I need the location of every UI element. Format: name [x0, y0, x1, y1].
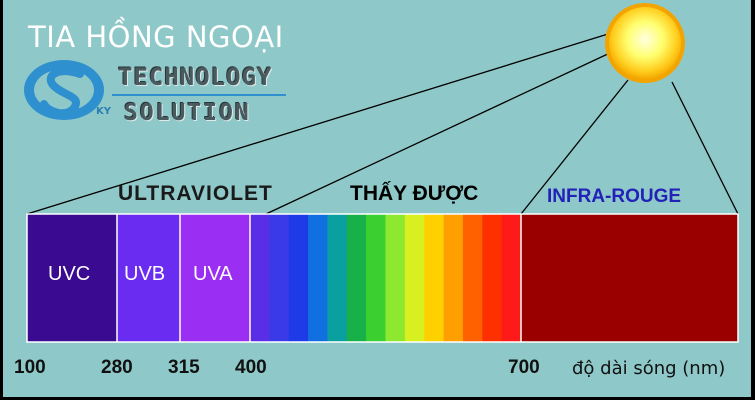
visible-band	[308, 214, 329, 342]
visible-band	[366, 214, 387, 342]
spectrum-border	[26, 213, 739, 343]
frame-bottom	[0, 397, 755, 400]
visible-band	[269, 214, 290, 342]
uva-label: UVA	[193, 263, 233, 285]
ultraviolet-label: ULTRAVIOLET	[118, 182, 273, 205]
segment-uva	[180, 214, 250, 342]
frame-right	[751, 0, 755, 400]
tick-400: 400	[235, 357, 267, 378]
sun-core	[609, 7, 681, 79]
visible-band	[250, 214, 270, 342]
uvc-label: UVC	[48, 263, 91, 285]
infrared-label: INFRA-ROUGE	[547, 186, 682, 207]
logo-initial: KY	[96, 106, 111, 117]
visible-band	[462, 214, 483, 342]
wavelength-unit-label: độ dài sóng (nm)	[572, 358, 726, 379]
logo-icon	[24, 60, 104, 120]
segment-uvb	[117, 214, 180, 342]
segment-infrared	[521, 214, 738, 342]
tick-100: 100	[14, 357, 46, 378]
page-title: TIA HỒNG NGOẠI	[28, 20, 284, 54]
visible-band	[501, 214, 522, 342]
visible-band	[288, 214, 309, 342]
visible-band	[385, 214, 406, 342]
frame-left	[0, 0, 3, 400]
visible-label: THẤY ĐƯỢC	[350, 182, 479, 205]
segment-uvc	[27, 214, 117, 342]
uvb-label: UVB	[124, 263, 166, 285]
spectrum-bar	[26, 213, 739, 343]
logo-line-solution: SOLUTION	[124, 100, 251, 126]
visible-band	[482, 214, 503, 342]
tick-315: 315	[168, 357, 200, 378]
visible-band	[424, 214, 445, 342]
visible-bands	[250, 214, 522, 342]
visible-band	[346, 214, 367, 342]
segment-dividers	[116, 214, 522, 342]
visible-band	[443, 214, 464, 342]
logo-line-technology: TECHNOLOGY	[118, 63, 273, 91]
sun-rays	[26, 33, 739, 215]
tick-280: 280	[101, 357, 133, 378]
visible-band	[327, 214, 348, 342]
visible-band	[404, 214, 425, 342]
tick-700: 700	[508, 357, 540, 378]
